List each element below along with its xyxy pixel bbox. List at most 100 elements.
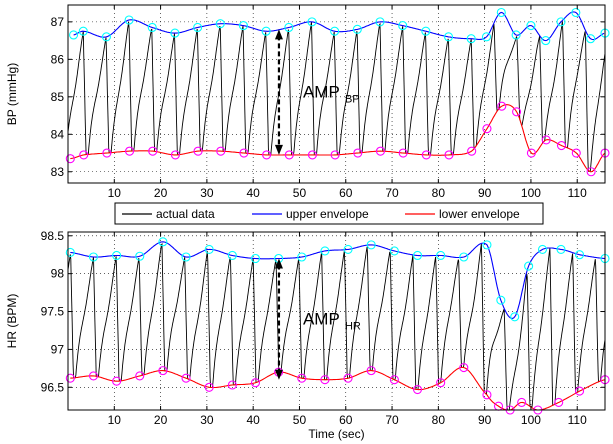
y-tick-label: 83 [51,165,65,179]
x-tick-label: 100 [521,413,541,427]
y-tick-label: 85 [51,90,65,104]
arrowhead-down [274,369,283,380]
upper-envelope-point [343,244,353,254]
series-actual-data [67,21,606,173]
x-tick-label: 80 [432,413,446,427]
upper-envelope-point [307,17,317,27]
upper-envelope-point [556,244,566,254]
upper-envelope-point [250,253,261,264]
x-tick-label: 110 [568,186,587,200]
y-axis-label: BP (mmHg) [5,63,19,125]
upper-envelope-point [147,22,157,33]
upper-envelope-point [170,28,180,38]
upper-envelope-point [204,244,214,254]
lower-envelope-point [389,375,399,385]
upper-envelope-point [227,250,237,261]
lower-envelope-point [459,363,469,373]
upper-envelope-point [421,26,431,36]
lower-envelope-point [444,150,454,160]
lower-envelope-point [398,148,408,158]
lower-envelope-point [482,390,492,400]
upper-envelope-point [412,250,423,261]
upper-envelope-point [537,244,548,254]
axes-frame [67,231,606,411]
upper-envelope-point [193,22,203,33]
y-tick-label: 84 [51,127,65,141]
x-tick-label: 40 [246,186,260,200]
upper-envelope-point [238,21,249,31]
amplitude-label-subscript: BP [345,94,360,106]
upper-envelope-point [261,26,271,36]
lower-envelope-point [353,148,363,158]
lower-envelope-point [227,380,237,390]
lower-envelope-point [79,150,89,160]
arrowhead-down [274,144,283,155]
x-tick-label: 20 [154,413,168,427]
y-tick-label: 98 [51,267,65,281]
upper-envelope-point [101,32,111,42]
x-tick-label: 50 [293,186,307,200]
lower-envelope-point [517,397,527,407]
upper-envelope-point [389,246,399,256]
legend-label-lower: lower envelope [439,207,520,221]
upper-envelope-point [88,252,99,262]
x-tick-label: 70 [385,186,399,200]
lower-envelope-point [284,150,294,160]
y-tick-label: 96.5 [41,380,65,394]
lower-envelope-point [436,378,446,388]
series-lower-envelope [70,104,605,173]
lower-envelope-point [170,150,180,160]
x-tick-label: 80 [432,186,446,200]
y-tick-label: 97 [51,342,65,356]
lower-envelope-point [204,382,214,392]
axes-frame [67,4,606,184]
arrowhead-up [274,29,283,40]
arrowhead-up [274,258,283,269]
amplitude-label-subscript: HR [345,321,361,333]
hr-panel: AMP HR 10 20 30 40 50 60 70 80 90 100 110 96.5 97 97.5 9… [5,229,610,441]
lower-envelope-point [239,148,249,158]
lower-envelope-point [88,371,99,381]
upper-envelope-point [65,247,75,258]
upper-envelope-point [541,36,551,46]
upper-envelope-point [158,237,168,247]
upper-envelope-point [320,246,330,256]
upper-envelope-point [556,17,566,27]
upper-envelope-point [352,24,362,34]
y-tick-label: 87 [51,15,65,29]
lower-envelope-point [541,135,551,145]
lower-envelope-point [250,378,261,388]
x-tick-label: 60 [339,413,353,427]
x-tick-label: 40 [246,413,260,427]
legend-label-upper: upper envelope [286,207,369,221]
legend: actual data upper envelope lower envelop… [114,202,544,225]
upper-envelope-point [511,30,521,40]
y-tick-label: 86 [51,52,65,66]
upper-envelope-point [330,26,340,36]
lower-envelope-point [320,375,330,385]
lower-envelope-point [102,148,112,158]
upper-envelope-point [78,26,88,36]
bp-panel: AMP BP 10 20 30 40 50 60 70 80 90 100 110 83 84 85 86 87 B… [5,4,610,200]
upper-envelope-point [366,240,376,250]
lower-envelope-point [297,373,307,383]
upper-envelope-point [135,251,145,261]
lower-envelope-point [571,148,581,158]
lower-envelope-point [526,148,536,158]
lower-envelope-point [65,154,75,164]
lower-envelope-point [330,150,340,160]
upper-envelope-point [297,252,307,262]
x-tick-label: 10 [108,186,122,200]
y-tick-label: 98.5 [41,229,65,243]
upper-envelope-point [69,30,79,40]
upper-envelope-point [375,17,385,27]
lower-envelope-point [574,386,585,396]
upper-envelope-point [215,19,225,29]
legend-label-actual: actual data [156,207,215,221]
x-tick-label: 70 [385,413,399,427]
x-tick-label: 110 [568,413,587,427]
lower-envelope-point [556,140,567,151]
upper-envelope-point [459,252,469,262]
lower-envelope-point [65,373,75,383]
